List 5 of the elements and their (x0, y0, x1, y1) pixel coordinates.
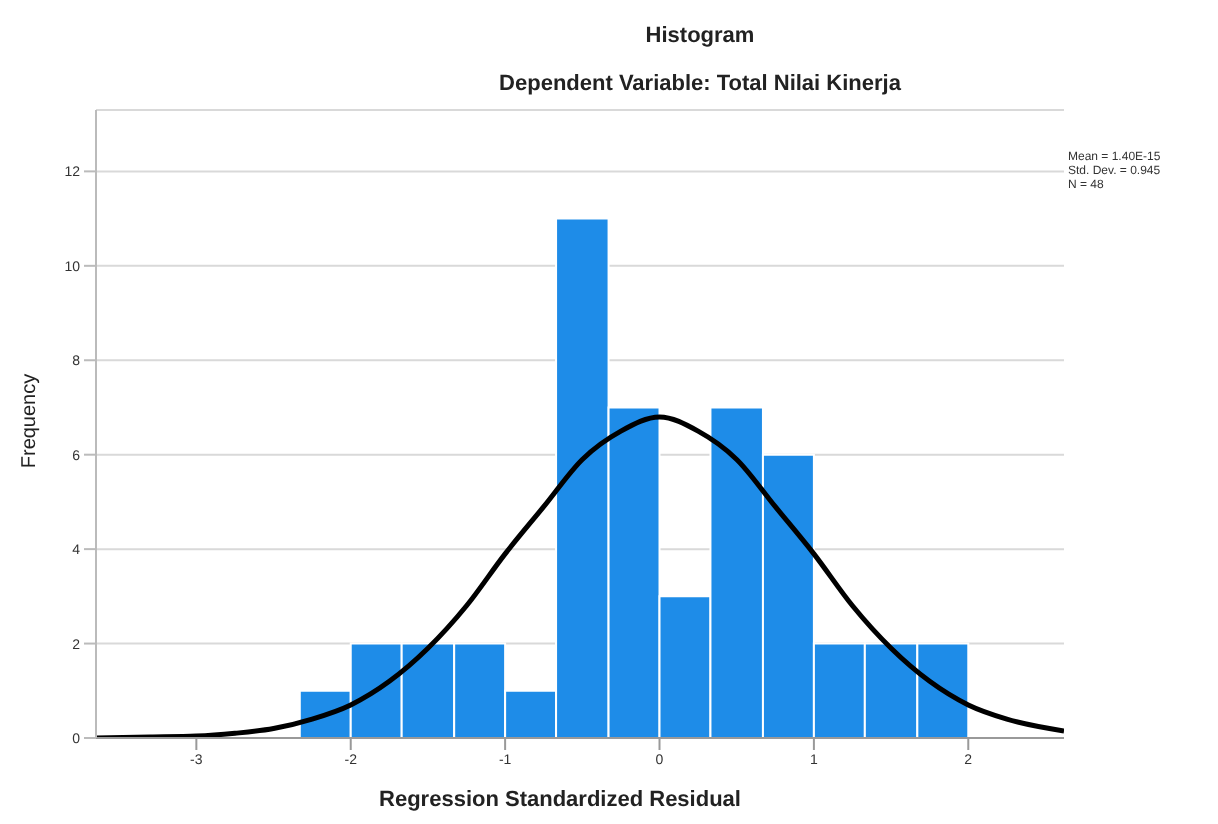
line-series (96, 414, 1064, 738)
chart-title: Histogram (643, 24, 757, 48)
y-axis-title: Frequency (19, 371, 41, 473)
chart-subtitle: Dependent Variable: Total Nilai Kinerja (497, 72, 903, 96)
x-axis-title: Regression Standardized Residual (377, 788, 743, 812)
